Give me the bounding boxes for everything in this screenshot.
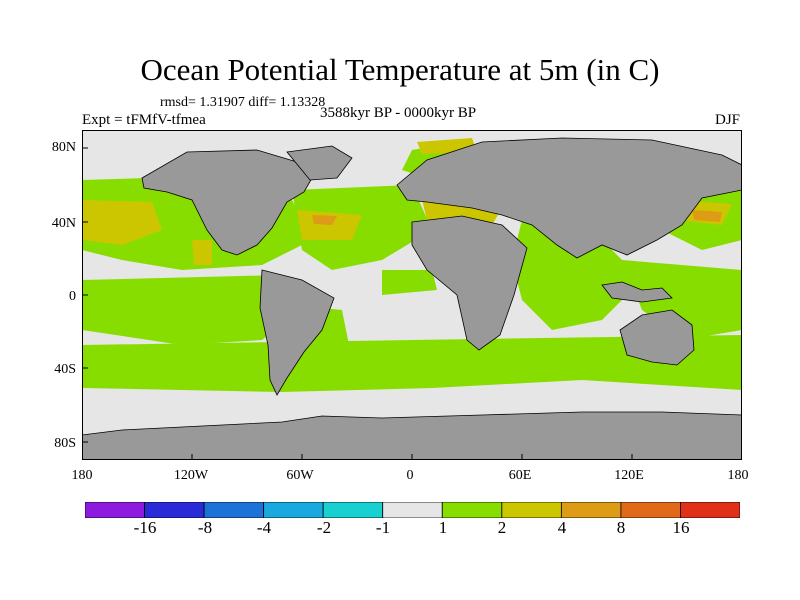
anomaly-4-to-8-regions: [312, 210, 722, 225]
antarctica: [82, 411, 742, 460]
colorbar-label: -2: [316, 518, 332, 537]
colorbar-box: [203, 502, 265, 518]
lon-label-180e: 180: [727, 468, 749, 483]
lon-label-180w: 180: [71, 468, 93, 483]
land-masses: [82, 137, 742, 460]
colorbar-box: [680, 502, 740, 518]
period-label: 3588kyr BP - 0000kyr BP: [320, 105, 477, 121]
lat-label-40n: 40N: [51, 216, 76, 231]
colorbar-box: [322, 502, 384, 518]
lat-label-80n: 80N: [51, 140, 76, 155]
map-ticks: [82, 147, 633, 460]
colorbar-label: 8: [616, 518, 626, 537]
colorbar-box: [85, 502, 145, 518]
australia: [619, 309, 695, 366]
lat-label-80s: 80S: [54, 436, 76, 451]
colorbar-box: [382, 502, 443, 518]
greenland: [286, 145, 353, 181]
colorbar-label: -16: [133, 518, 157, 537]
lon-label-0: 0: [406, 468, 414, 483]
colorbar: [85, 502, 740, 518]
season-label: DJF: [714, 112, 740, 128]
lon-label-60w: 60W: [286, 468, 314, 483]
lat-label-40s: 40S: [54, 362, 76, 377]
colorbar-box: [441, 502, 503, 518]
lat-label-0: 0: [69, 289, 76, 304]
ocean-temperature-map: [82, 130, 742, 460]
indonesia: [601, 281, 673, 303]
colorbar-label: 1: [438, 518, 448, 537]
colorbar-label: 4: [557, 518, 567, 537]
colorbar-label: -1: [375, 518, 391, 537]
colorbar-label: -8: [197, 518, 213, 537]
map-title: Ocean Potential Temperature at 5m (in C): [140, 52, 660, 87]
lon-label-120e: 120E: [614, 468, 644, 483]
north-america: [141, 149, 313, 256]
eurasia: [396, 137, 742, 259]
colorbar-label: 2: [497, 518, 507, 537]
colorbar-box: [144, 502, 205, 518]
colorbar-box: [560, 502, 622, 518]
colorbar-box: [501, 502, 562, 518]
colorbar-box: [263, 502, 324, 518]
colorbar-label: 16: [672, 518, 690, 537]
south-america: [259, 269, 335, 396]
experiment-label: Expt = tFMfV-tfmea: [82, 112, 206, 128]
lon-label-120w: 120W: [173, 468, 209, 483]
lon-label-60e: 60E: [508, 468, 532, 483]
colorbar-box: [620, 502, 681, 518]
colorbar-label: -4: [256, 518, 272, 537]
stats-text: rmsd= 1.31907 diff= 1.13328: [160, 95, 326, 110]
africa: [411, 215, 528, 351]
